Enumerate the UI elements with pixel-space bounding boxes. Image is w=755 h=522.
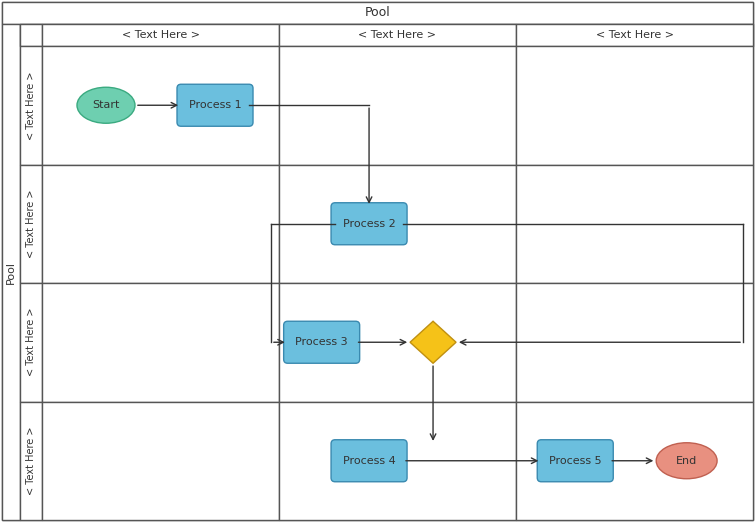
- Bar: [42, 401, 279, 520]
- Bar: [42, 283, 279, 401]
- Bar: [279, 164, 516, 283]
- Bar: [42, 164, 279, 283]
- Bar: [42, 24, 279, 46]
- Bar: [20, 46, 42, 164]
- Text: Pool: Pool: [6, 260, 16, 283]
- Text: < Text Here >: < Text Here >: [26, 426, 36, 495]
- Text: Process 4: Process 4: [343, 456, 396, 466]
- Bar: [20, 164, 42, 283]
- Text: Start: Start: [92, 100, 120, 110]
- Bar: [516, 46, 753, 164]
- Bar: [279, 401, 516, 520]
- Ellipse shape: [77, 87, 135, 123]
- Text: Process 5: Process 5: [549, 456, 602, 466]
- Bar: [20, 24, 753, 46]
- FancyBboxPatch shape: [331, 203, 407, 245]
- Text: < Text Here >: < Text Here >: [359, 30, 436, 40]
- FancyBboxPatch shape: [284, 321, 359, 363]
- Text: < Text Here >: < Text Here >: [26, 71, 36, 139]
- Text: Process 2: Process 2: [343, 219, 396, 229]
- Text: Pool: Pool: [365, 6, 390, 19]
- Bar: [42, 46, 279, 164]
- Bar: [20, 283, 42, 401]
- Text: < Text Here >: < Text Here >: [26, 189, 36, 258]
- Bar: [20, 24, 42, 46]
- Bar: [20, 401, 42, 520]
- Text: < Text Here >: < Text Here >: [596, 30, 673, 40]
- Bar: [2, 24, 20, 520]
- Bar: [2, 2, 753, 24]
- Text: End: End: [676, 456, 698, 466]
- Text: Process 3: Process 3: [295, 337, 348, 347]
- Text: < Text Here >: < Text Here >: [26, 308, 36, 376]
- Bar: [279, 283, 516, 401]
- FancyBboxPatch shape: [331, 440, 407, 482]
- FancyBboxPatch shape: [177, 84, 253, 126]
- Ellipse shape: [656, 443, 717, 479]
- Bar: [516, 401, 753, 520]
- Bar: [279, 24, 516, 46]
- FancyBboxPatch shape: [538, 440, 613, 482]
- Bar: [516, 24, 753, 46]
- Bar: [516, 283, 753, 401]
- Bar: [516, 164, 753, 283]
- Text: Process 1: Process 1: [189, 100, 242, 110]
- Polygon shape: [410, 321, 456, 363]
- Text: < Text Here >: < Text Here >: [122, 30, 199, 40]
- Bar: [279, 46, 516, 164]
